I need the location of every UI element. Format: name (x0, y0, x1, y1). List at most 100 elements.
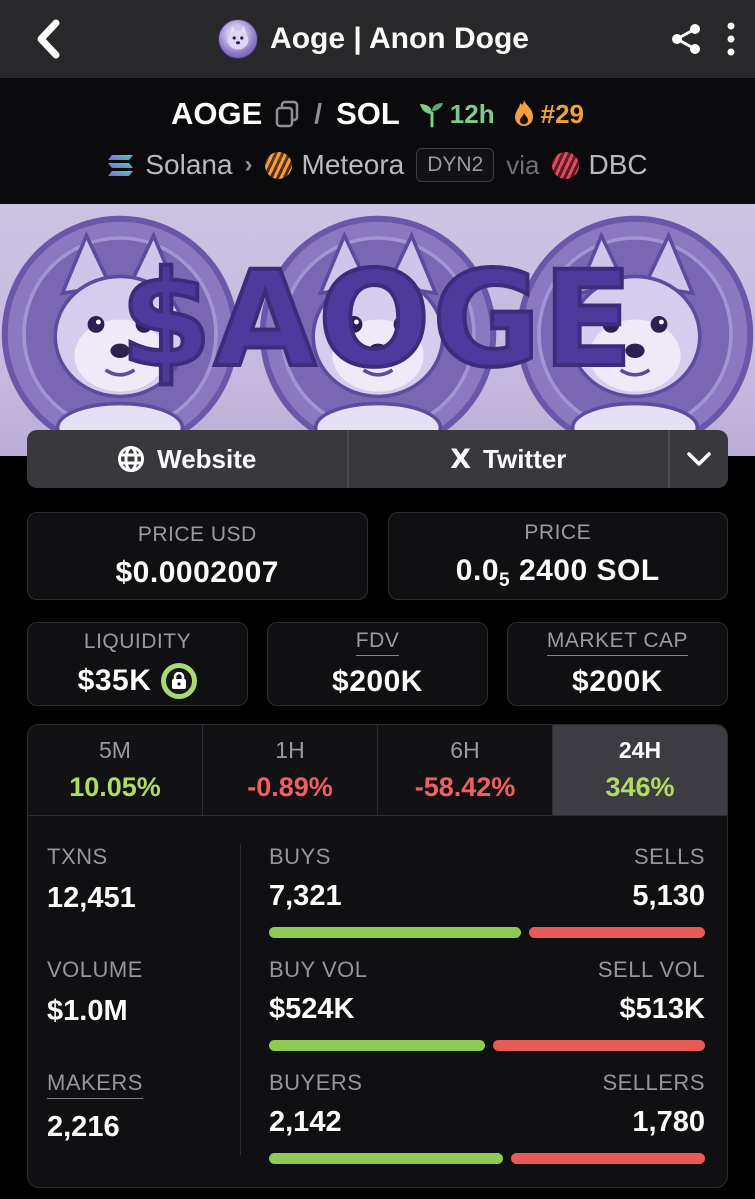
buy-sell-vol-row: BUY VOL SELL VOL $524K $513K (269, 943, 705, 1056)
buys-bar-segment (269, 927, 522, 938)
sellers-label: SELLERS (602, 1070, 705, 1095)
sells-label: SELLS (634, 844, 705, 869)
seedling-icon (419, 103, 443, 128)
chain-link[interactable]: Solana (145, 149, 233, 180)
change-5m: 10.05% (69, 772, 161, 802)
stats-panel: 5M 10.05% 1H -0.89% 6H -58.42% 24H 346% … (27, 724, 728, 1188)
divider (346, 430, 349, 488)
sell-vol-bar-segment (493, 1040, 705, 1051)
change-24h: 346% (605, 772, 675, 802)
sell-vol-value: $513K (619, 993, 705, 1025)
buyers-bar-segment (269, 1153, 504, 1164)
price-native-label: PRICE (524, 520, 592, 544)
share-icon (672, 24, 700, 54)
tab-1h[interactable]: 1H -0.89% (203, 725, 378, 815)
divider (668, 430, 670, 488)
token-banner: $AOGE (0, 204, 755, 456)
timeframe-tabs: 5M 10.05% 1H -0.89% 6H -58.42% 24H 346% (28, 725, 727, 816)
dex-link[interactable]: Meteora (301, 149, 405, 180)
tab-24h[interactable]: 24H 346% (553, 725, 727, 815)
back-button[interactable] (20, 19, 76, 59)
volume-value: $1.0M (47, 995, 128, 1027)
buys-sells-ratio-bar (269, 927, 705, 938)
doge-avatar-icon (227, 25, 249, 50)
makers-cell: MAKERS 2,216 (47, 1056, 240, 1169)
website-label: Website (157, 443, 257, 474)
price-native-value: 0.05 2400 SOL (455, 553, 660, 591)
fdv-box: FDV $200K (267, 622, 488, 706)
pair-age-chip: 12h (418, 99, 495, 130)
quote-token-symbol: SOL (336, 96, 400, 131)
tab-5m[interactable]: 5M 10.05% (28, 725, 203, 815)
x-twitter-icon: X (450, 443, 472, 475)
page-title: Aoge | Anon Doge (270, 22, 529, 55)
sells-value: 5,130 (632, 880, 705, 912)
fdv-value: $200K (332, 665, 423, 698)
copy-address-button[interactable] (274, 100, 300, 128)
txns-cell: TXNS 12,451 (47, 830, 240, 943)
dex-pool-type-badge[interactable]: DYN2 (416, 148, 495, 182)
fdv-label[interactable]: FDV (355, 629, 400, 656)
solana-icon (108, 155, 134, 176)
base-token-symbol: AOGE (170, 96, 263, 131)
market-cap-label[interactable]: MARKET CAP (546, 629, 689, 656)
sellers-value: 1,780 (632, 1106, 705, 1138)
buys-value: 7,321 (269, 880, 342, 912)
pair-symbols-row: AOGE / SOL 12h #29 (0, 92, 755, 136)
makers-label[interactable]: MAKERS (47, 1070, 143, 1099)
txns-value: 12,451 (47, 882, 136, 914)
globe-icon (118, 446, 145, 472)
social-links-bar: Website X Twitter (27, 430, 728, 488)
change-6h: -58.42% (414, 772, 516, 802)
via-label: via (506, 149, 540, 180)
kebab-menu-icon (727, 22, 735, 56)
volume-cell: VOLUME $1.0M (47, 943, 240, 1056)
price-usd-label: PRICE USD (137, 522, 257, 546)
dbc-icon (551, 151, 579, 179)
website-button[interactable]: Website (27, 430, 347, 488)
flame-icon (514, 100, 533, 126)
market-cap-box: MARKET CAP $200K (507, 622, 728, 706)
trending-rank: #29 (540, 98, 584, 129)
pair-age: 12h (449, 98, 495, 129)
pair-separator: / (314, 98, 323, 129)
divider (240, 844, 241, 1155)
trending-rank-chip: #29 (511, 99, 584, 130)
back-chevron-icon (37, 19, 60, 59)
buyers-value: 2,142 (269, 1106, 342, 1138)
launchpad-link[interactable]: DBC (588, 149, 648, 180)
tab-6h[interactable]: 6H -58.42% (378, 725, 553, 815)
buys-sells-row: BUYS SELLS 7,321 5,130 (269, 830, 705, 943)
liquidity-locked-badge[interactable] (161, 662, 198, 699)
buys-label: BUYS (269, 844, 331, 869)
liquidity-label: LIQUIDITY (83, 629, 192, 653)
lock-icon (172, 672, 187, 689)
doge-coin-art (259, 215, 497, 454)
token-avatar (218, 19, 259, 59)
banner-ticker-text: $AOGE (118, 241, 635, 399)
buyers-label: BUYERS (269, 1070, 363, 1095)
meteora-icon (264, 151, 292, 179)
pair-info-section: AOGE / SOL 12h #29 (0, 78, 755, 204)
sells-bar-segment (529, 927, 705, 938)
liquidity-box: LIQUIDITY $35K (27, 622, 248, 706)
chain-breadcrumb: Solana › Meteora DYN2 via DBC (0, 144, 755, 186)
zeros-count-subscript: 5 (499, 569, 511, 591)
app-header: Aoge | Anon Doge (0, 0, 755, 78)
price-native-box: PRICE 0.05 2400 SOL (387, 512, 728, 600)
breadcrumb-chevron: › (244, 151, 253, 178)
chevron-down-icon (687, 452, 711, 466)
transaction-stats: TXNS 12,451 VOLUME $1.0M MAKERS 2,216 BU… (28, 816, 727, 1187)
market-cap-value: $200K (572, 665, 663, 698)
vol-ratio-bar (269, 1040, 705, 1051)
twitter-button[interactable]: X Twitter (349, 430, 669, 488)
buy-vol-bar-segment (269, 1040, 486, 1051)
buyers-sellers-row: BUYERS SELLERS 2,142 1,780 (269, 1056, 705, 1169)
share-button[interactable] (671, 23, 701, 55)
liquidity-value: $35K (77, 663, 152, 697)
copy-icon (276, 100, 299, 128)
overflow-menu-button[interactable] (727, 22, 735, 56)
expand-links-button[interactable] (670, 430, 728, 488)
sellers-bar-segment (511, 1153, 705, 1164)
change-1h: -0.89% (247, 772, 333, 802)
